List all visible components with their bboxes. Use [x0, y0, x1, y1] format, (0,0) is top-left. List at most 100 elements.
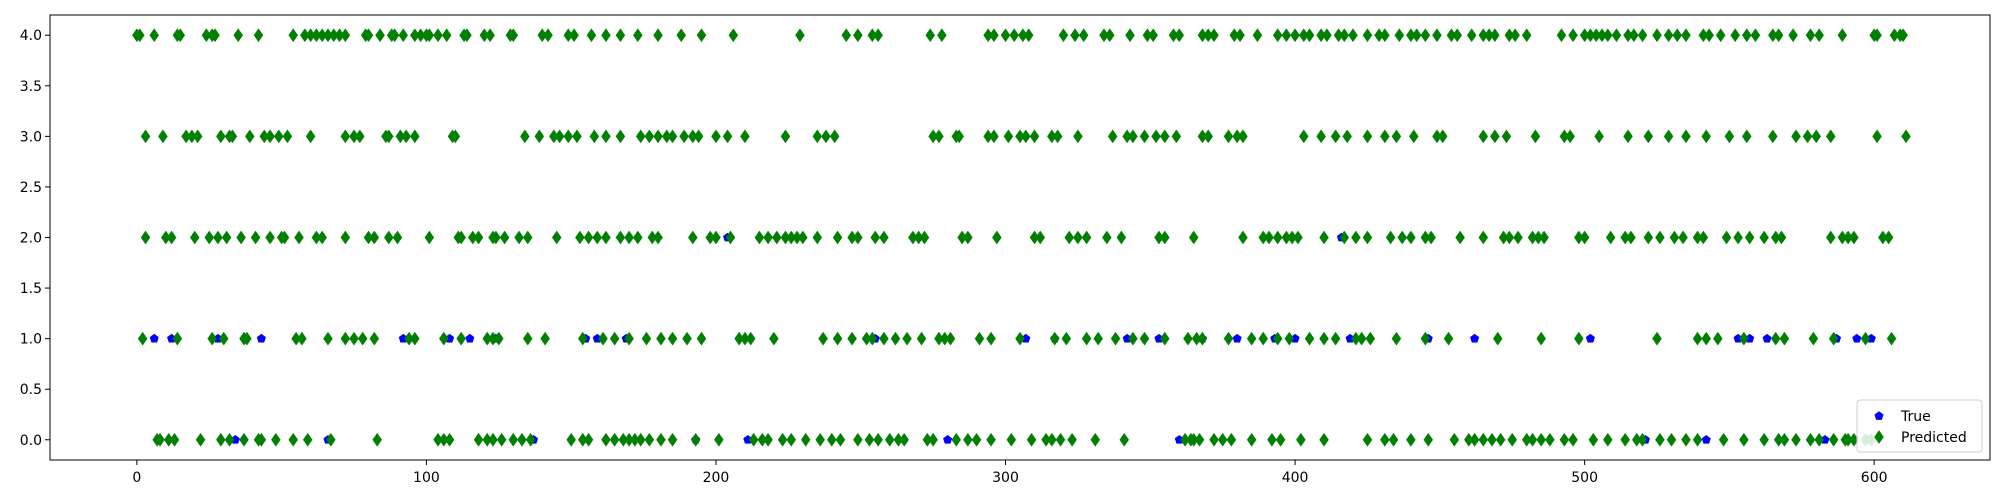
point-predicted	[609, 331, 620, 346]
point-predicted	[879, 331, 889, 346]
y-tick-label: 2.0	[20, 231, 42, 247]
point-predicted	[832, 230, 843, 245]
point-predicted	[572, 129, 582, 144]
point-predicted	[1739, 432, 1749, 447]
point-predicted	[1426, 230, 1436, 245]
point-predicted	[1093, 331, 1103, 346]
point-predicted	[635, 129, 646, 144]
point-predicted	[711, 230, 721, 245]
point-predicted	[1568, 28, 1578, 43]
point-predicted	[253, 28, 264, 43]
point-predicted	[1501, 129, 1512, 144]
point-predicted	[1351, 230, 1361, 245]
point-predicted	[204, 230, 215, 245]
x-tick-label: 400	[1282, 470, 1309, 486]
point-predicted	[213, 230, 223, 245]
point-predicted	[777, 432, 788, 447]
point-predicted	[1159, 230, 1170, 245]
point-predicted	[1643, 129, 1654, 144]
point-true	[465, 333, 475, 343]
point-predicted	[1692, 331, 1703, 346]
point-predicted	[1267, 432, 1277, 447]
point-predicted	[1391, 129, 1402, 144]
point-predicted	[473, 432, 484, 447]
point-predicted	[1681, 28, 1691, 43]
y-tick-label: 0.0	[20, 433, 42, 449]
point-predicted	[158, 129, 168, 144]
point-predicted	[1394, 28, 1405, 43]
point-predicted	[1536, 331, 1546, 346]
point-predicted	[1258, 331, 1269, 346]
point-predicted	[1814, 28, 1824, 43]
point-predicted	[250, 230, 261, 245]
point-predicted	[398, 28, 409, 43]
point-predicted	[740, 129, 750, 144]
point-predicted	[508, 28, 519, 43]
point-predicted	[140, 230, 151, 245]
legend-marker-predicted	[1874, 430, 1884, 444]
y-tick-label: 0.5	[20, 382, 42, 398]
point-predicted	[644, 432, 655, 447]
point-predicted	[1238, 230, 1248, 245]
point-predicted	[769, 331, 779, 346]
point-predicted	[294, 230, 304, 245]
point-predicted	[1275, 432, 1286, 447]
point-predicted	[1420, 331, 1431, 346]
point-predicted	[656, 331, 666, 346]
point-predicted	[989, 28, 999, 43]
point-predicted	[583, 230, 594, 245]
point-predicted	[989, 129, 999, 144]
point-predicted	[1073, 129, 1083, 144]
point-true	[1762, 333, 1772, 343]
point-predicted	[1362, 28, 1373, 43]
point-predicted	[1110, 331, 1121, 346]
point-predicted	[1139, 129, 1150, 144]
point-predicted	[786, 432, 797, 447]
point-predicted	[1487, 432, 1497, 447]
point-predicted	[1602, 28, 1613, 43]
point-predicted	[438, 331, 449, 346]
point-predicted	[1304, 28, 1315, 43]
point-predicted	[1643, 230, 1654, 245]
point-predicted	[826, 432, 837, 447]
point-predicted	[971, 432, 982, 447]
point-predicted	[986, 331, 996, 346]
point-predicted	[1055, 432, 1066, 447]
axes: 0 100 200 300 400 500 600 0.0 0.5 1.0 1.5 2.0 2.5 3.0…	[20, 14, 1991, 486]
point-predicted	[601, 28, 611, 43]
point-predicted	[1209, 28, 1219, 43]
point-predicted	[155, 432, 165, 447]
point-predicted	[1637, 28, 1648, 43]
point-predicted	[450, 129, 461, 144]
point-predicted	[937, 28, 947, 43]
point-predicted	[1125, 28, 1135, 43]
point-predicted	[832, 331, 843, 346]
point-predicted	[1805, 432, 1816, 447]
point-predicted	[798, 230, 808, 245]
point-predicted	[166, 230, 177, 245]
point-predicted	[372, 432, 382, 447]
point-predicted	[722, 129, 733, 144]
point-predicted	[1759, 230, 1769, 245]
point-predicted	[644, 129, 655, 144]
point-predicted	[853, 28, 863, 43]
point-predicted	[216, 432, 226, 447]
point-predicted	[224, 432, 235, 447]
point-predicted	[554, 129, 565, 144]
point-predicted	[1362, 230, 1373, 245]
x-tick-label: 500	[1571, 470, 1598, 486]
point-predicted	[821, 129, 831, 144]
point-predicted	[1701, 331, 1712, 346]
point-predicted	[615, 129, 626, 144]
point-predicted	[1449, 432, 1460, 447]
point-predicted	[711, 129, 721, 144]
point-predicted	[873, 432, 883, 447]
point-predicted	[355, 129, 365, 144]
point-predicted	[1397, 230, 1408, 245]
point-predicted	[233, 28, 244, 43]
point-predicted	[577, 331, 588, 346]
point-predicted	[598, 331, 608, 346]
point-predicted	[1652, 28, 1662, 43]
point-predicted	[1081, 331, 1092, 346]
point-predicted	[517, 432, 527, 447]
